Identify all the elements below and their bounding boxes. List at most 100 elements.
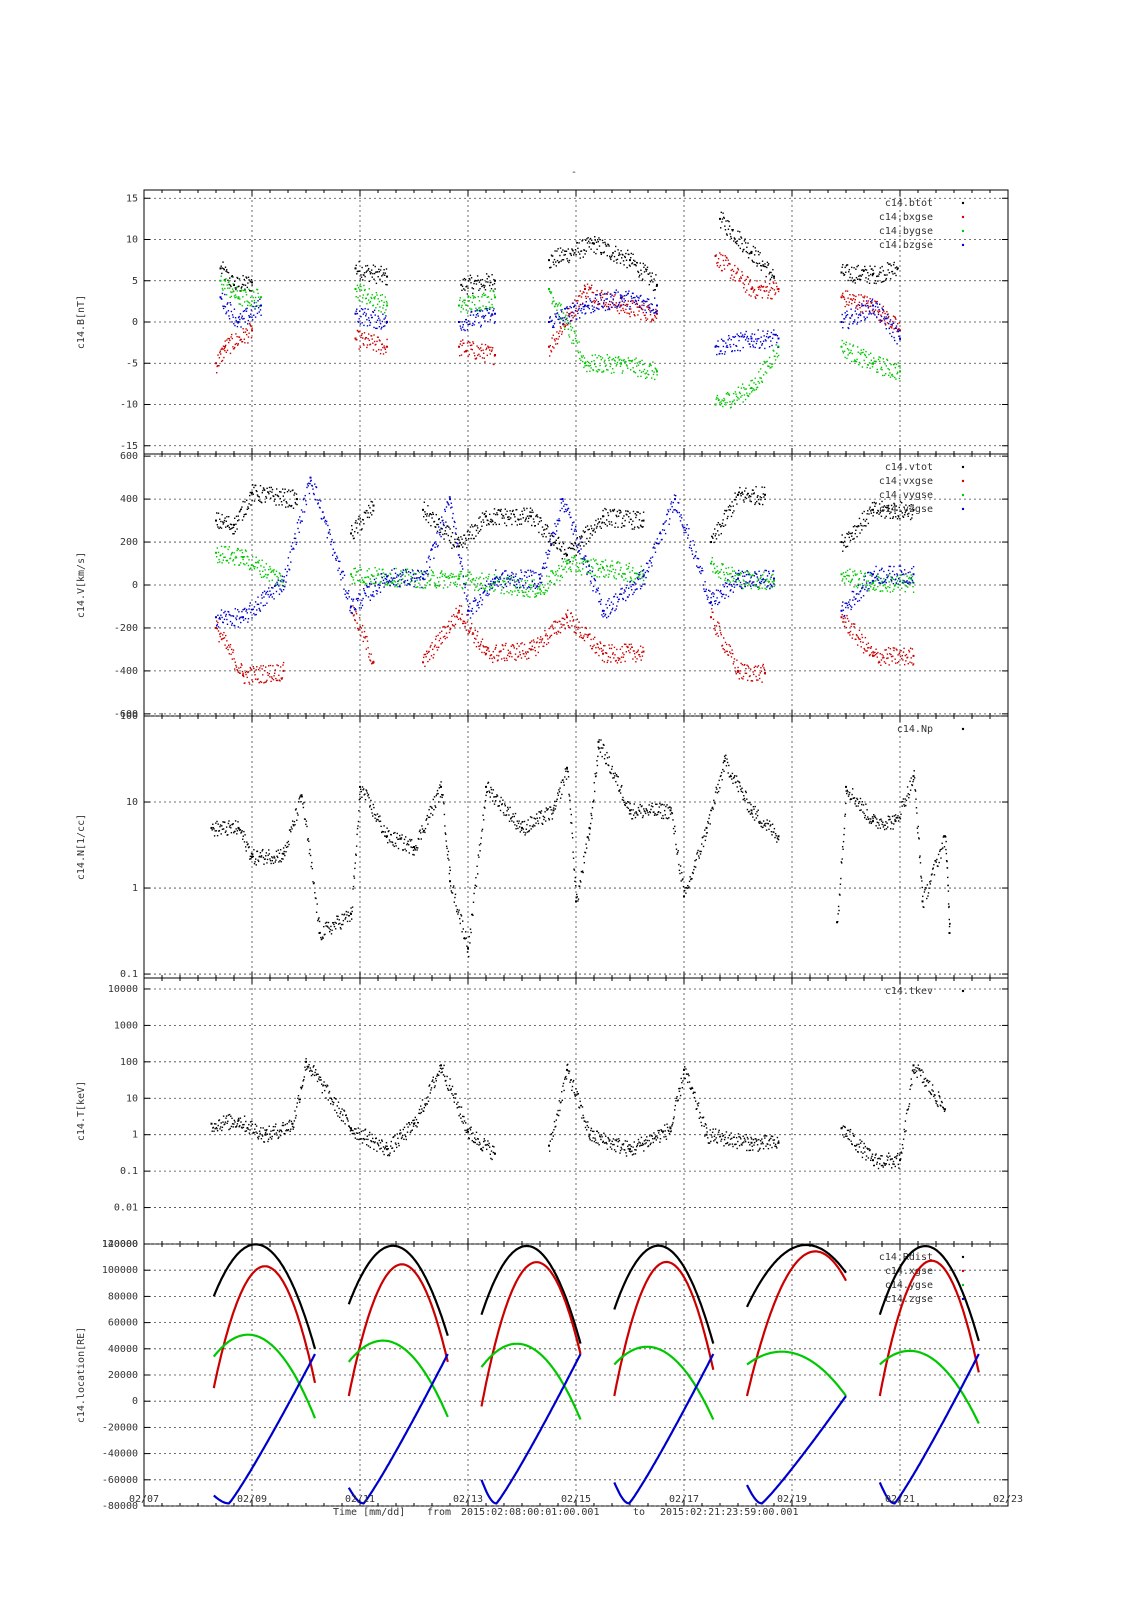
data-point — [760, 667, 761, 668]
data-point — [912, 504, 913, 505]
data-point — [851, 303, 852, 304]
data-point — [475, 580, 476, 581]
data-point — [635, 578, 636, 579]
data-point — [377, 320, 378, 321]
data-point — [883, 311, 884, 312]
data-point — [880, 320, 881, 321]
data-point — [511, 594, 512, 595]
data-point — [726, 345, 727, 346]
data-point — [568, 334, 569, 335]
data-point — [629, 259, 631, 261]
data-point — [370, 344, 371, 345]
data-point — [356, 291, 357, 292]
data-point — [469, 534, 470, 535]
data-point — [448, 625, 449, 626]
data-point — [267, 672, 268, 673]
data-point — [488, 524, 489, 525]
data-point — [613, 252, 614, 253]
data-point — [223, 557, 224, 558]
data-point — [354, 531, 355, 532]
data-point — [557, 305, 558, 306]
data-point — [370, 578, 371, 579]
data-point — [566, 318, 567, 319]
data-point — [546, 644, 547, 645]
data-point — [763, 571, 764, 572]
data-point — [230, 554, 231, 555]
data-point — [847, 618, 848, 619]
data-point — [602, 649, 603, 650]
data-point — [861, 646, 862, 647]
data-point — [855, 533, 856, 534]
data-point — [755, 296, 756, 297]
data-point — [376, 578, 377, 579]
data-point — [552, 301, 553, 302]
data-point — [897, 662, 898, 663]
data-point — [608, 515, 609, 516]
data-point — [464, 300, 465, 301]
data-point — [611, 256, 612, 257]
data-point — [385, 349, 386, 350]
data-point — [259, 311, 260, 312]
data-point — [617, 249, 618, 250]
data-point — [769, 273, 770, 274]
data-point — [482, 639, 483, 640]
data-point — [443, 538, 444, 539]
data-point — [276, 680, 277, 681]
data-point — [631, 361, 632, 362]
data-point — [224, 288, 225, 289]
data-point — [365, 583, 366, 584]
data-point — [439, 585, 440, 586]
data-point — [605, 298, 606, 299]
data-point — [885, 507, 886, 508]
data-point — [909, 584, 910, 585]
data-point — [596, 307, 597, 308]
data-point — [548, 576, 549, 577]
data-point — [611, 571, 612, 572]
data-point — [762, 330, 763, 331]
data-point — [554, 583, 555, 584]
data-point — [632, 293, 633, 294]
data-point — [732, 279, 733, 280]
data-point — [479, 356, 480, 357]
data-point — [632, 262, 633, 263]
data-point — [883, 506, 884, 507]
data-point — [383, 302, 384, 303]
data-point — [539, 639, 540, 640]
data-point — [895, 318, 896, 319]
data-point — [286, 502, 287, 503]
data-point — [456, 586, 457, 587]
data-point — [484, 361, 485, 362]
data-point — [351, 525, 352, 526]
data-point — [251, 679, 252, 680]
data-point — [595, 559, 596, 560]
data-point — [436, 587, 437, 588]
data-point — [369, 507, 370, 508]
data-point — [278, 675, 279, 676]
data-point — [887, 322, 888, 323]
data-point — [720, 404, 721, 405]
data-point — [620, 310, 621, 311]
data-point — [735, 391, 736, 392]
data-point — [460, 328, 461, 329]
data-point — [557, 548, 558, 549]
data-point — [627, 304, 628, 305]
data-point — [218, 513, 219, 514]
data-point — [716, 633, 717, 634]
data-point — [738, 238, 739, 239]
data-point — [370, 322, 371, 323]
data-point — [593, 644, 594, 645]
data-point — [751, 588, 752, 589]
data-point — [566, 622, 567, 623]
data-point — [224, 611, 225, 612]
data-point — [891, 656, 892, 657]
data-point — [367, 338, 368, 339]
data-point — [478, 354, 479, 355]
data-point — [234, 625, 235, 626]
data-point — [758, 586, 759, 587]
data-point — [879, 304, 880, 305]
data-point — [561, 333, 562, 334]
data-point — [642, 655, 643, 656]
data-point — [733, 271, 734, 272]
data-point — [848, 271, 849, 272]
data-point — [773, 278, 774, 279]
